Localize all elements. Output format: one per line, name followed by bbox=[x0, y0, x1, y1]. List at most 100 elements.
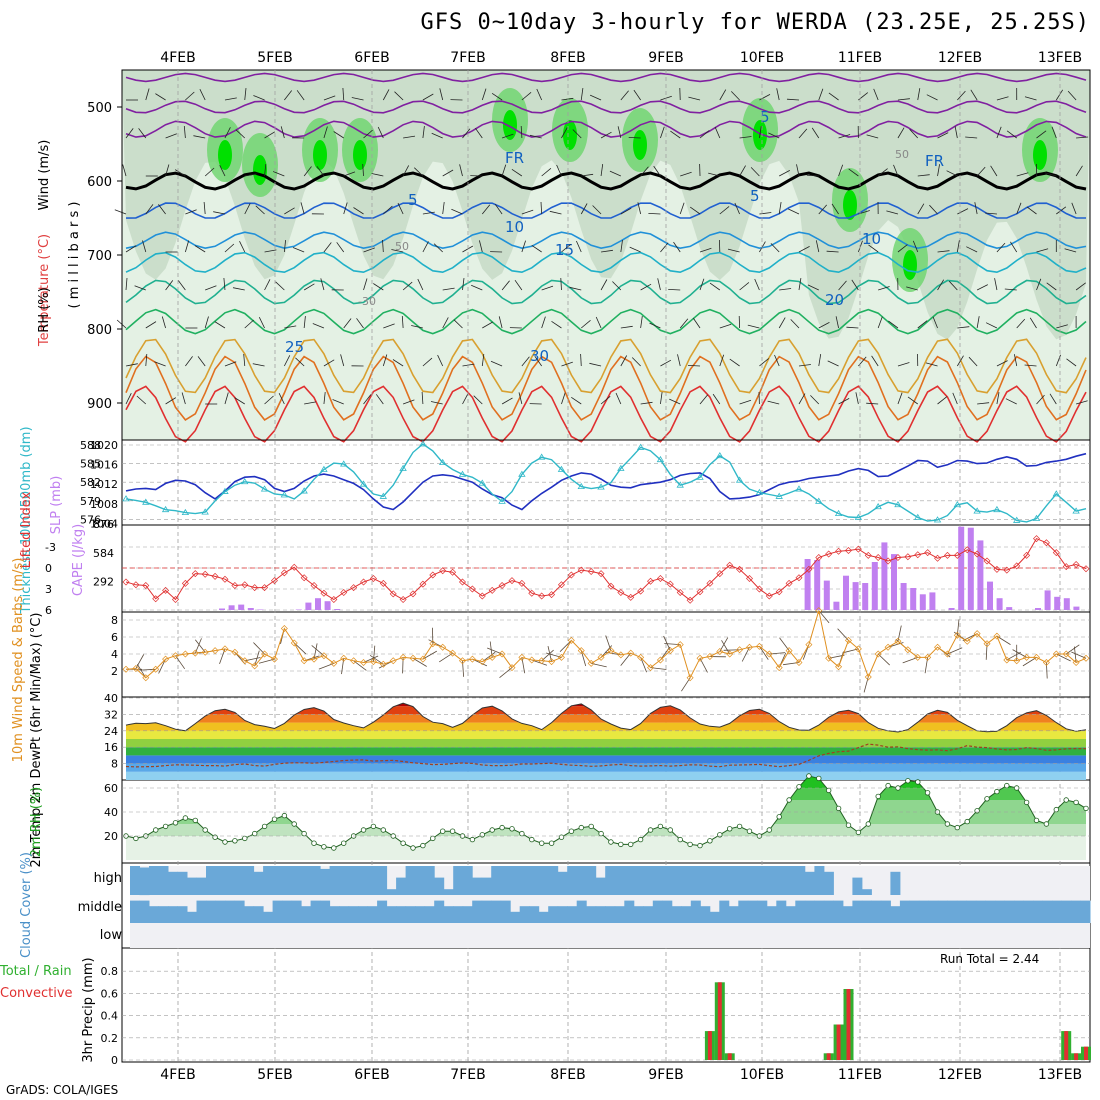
upper-wind-barb bbox=[937, 279, 945, 291]
rh-marker bbox=[786, 797, 792, 803]
upper-wind-barb bbox=[831, 203, 839, 215]
slp-marker bbox=[122, 495, 130, 502]
upper-wind-barb bbox=[136, 395, 147, 405]
cape-bar bbox=[1054, 596, 1061, 610]
temp-tick-32: 32 bbox=[104, 708, 118, 721]
upper-wind-barb bbox=[787, 208, 800, 215]
cloud-cell-middle bbox=[747, 900, 758, 923]
rh-marker bbox=[440, 828, 446, 834]
lifted-index-marker bbox=[637, 587, 645, 595]
lifted-index-marker bbox=[261, 584, 269, 592]
upper-wind-barb bbox=[501, 397, 513, 405]
wind-speed-marker bbox=[221, 645, 229, 653]
upper-wind-barb bbox=[541, 285, 554, 291]
cloud-cell-middle bbox=[519, 906, 530, 923]
rh-peak-0 bbox=[218, 140, 232, 170]
upper-wind-barb bbox=[893, 164, 899, 177]
slp-marker bbox=[775, 492, 783, 499]
cloud-cell-middle bbox=[196, 900, 207, 923]
upper-wind-barb bbox=[855, 392, 859, 405]
cloud-cell-high bbox=[719, 866, 730, 895]
upper-wind-barb bbox=[521, 209, 534, 215]
wind-speed-marker bbox=[983, 640, 991, 648]
upper-wind-barb bbox=[1026, 206, 1037, 215]
upper-wind-barb bbox=[391, 249, 404, 253]
ylabel-millibars-part: ( m i l l i b a r s ) bbox=[67, 202, 82, 309]
upper-wind-barb bbox=[768, 132, 780, 139]
rh-marker bbox=[1033, 817, 1040, 824]
rh-marker bbox=[311, 840, 317, 846]
date-label-top-7: 11FEB bbox=[838, 50, 882, 66]
upper-wind-barb bbox=[838, 280, 847, 291]
rh-marker bbox=[1023, 799, 1030, 806]
upper-wind-barb bbox=[600, 131, 612, 139]
upper-wind-barb bbox=[640, 166, 649, 177]
lifted-index-marker bbox=[884, 557, 892, 565]
lifted-index-marker bbox=[270, 577, 278, 585]
lifted-index-marker bbox=[310, 582, 318, 589]
isotherm-label-8: 25 bbox=[285, 338, 304, 356]
upper-wind-barb bbox=[878, 286, 890, 291]
upper-wind-barb bbox=[1024, 96, 1037, 101]
upper-wind-barb bbox=[956, 355, 964, 367]
slp-marker bbox=[676, 481, 684, 488]
upper-wind-barb bbox=[779, 288, 792, 291]
lifted-index-marker bbox=[350, 584, 358, 592]
upper-wind-barb bbox=[214, 321, 226, 329]
upper-wind-barb bbox=[197, 356, 206, 367]
upper-wind-barb bbox=[340, 354, 345, 367]
cape-bar bbox=[881, 542, 888, 610]
upper-wind-barb bbox=[433, 243, 443, 253]
rh-marker bbox=[845, 822, 852, 828]
lifted-index-marker bbox=[181, 579, 189, 587]
rh-marker bbox=[1053, 806, 1059, 813]
cloud-cell-high bbox=[795, 866, 806, 895]
rh-marker bbox=[261, 823, 268, 830]
wind-speed-marker bbox=[716, 647, 724, 655]
upper-wind-barb bbox=[657, 278, 661, 291]
upper-wind-barb bbox=[600, 249, 613, 253]
cloud-cell-middle bbox=[624, 900, 635, 923]
cloud-cell-high bbox=[529, 866, 540, 895]
upper-wind-barb bbox=[304, 401, 317, 405]
lifted-index-marker bbox=[607, 582, 615, 590]
upper-wind-barb bbox=[323, 95, 336, 101]
wind-speed-marker bbox=[340, 654, 348, 662]
slp-marker bbox=[300, 487, 308, 494]
wind-speed-marker bbox=[1042, 659, 1050, 666]
upper-wind-barb bbox=[253, 95, 265, 101]
temp-tick-40: 40 bbox=[104, 692, 118, 705]
thickness-tick-585: 585 bbox=[80, 458, 101, 471]
wind-speed-marker bbox=[953, 631, 961, 639]
ylabel-millibars: ( m i l l i b a r s ) bbox=[67, 202, 82, 309]
upper-wind-barb bbox=[759, 241, 766, 253]
slp-marker bbox=[280, 491, 289, 498]
rh-marker bbox=[875, 793, 881, 800]
wind-speed-marker bbox=[844, 636, 852, 644]
upper-wind-barb bbox=[264, 131, 276, 139]
isotherm-6 bbox=[125, 251, 1087, 274]
surface-wind-barb bbox=[877, 653, 890, 666]
precip-tick-0.2: 0.2 bbox=[101, 1032, 119, 1045]
upper-wind-barb bbox=[1036, 394, 1045, 405]
rh-marker bbox=[331, 845, 337, 851]
upper-wind-barb bbox=[673, 241, 681, 253]
cloud-cell-high bbox=[738, 866, 749, 895]
upper-wind-barb bbox=[244, 173, 257, 177]
cloud-cell-high bbox=[861, 889, 872, 895]
upper-wind-barb bbox=[712, 393, 721, 405]
cloud-cell-middle bbox=[662, 900, 673, 923]
temp-band-3 bbox=[126, 747, 1086, 756]
upper-wind-barb bbox=[731, 91, 740, 101]
cape-bar bbox=[1044, 590, 1051, 610]
upper-wind-barb bbox=[1064, 248, 1077, 253]
lifted-index-marker bbox=[775, 588, 783, 596]
rh-marker bbox=[192, 817, 198, 824]
cloud-cell-high bbox=[595, 877, 606, 895]
upper-wind-barb bbox=[572, 129, 582, 139]
wind-speed-marker bbox=[152, 665, 160, 673]
lifted-index-marker bbox=[993, 565, 1001, 573]
upper-wind-barb bbox=[1067, 90, 1077, 101]
rh-peak-10 bbox=[1033, 140, 1047, 170]
cloud-cell-middle bbox=[187, 911, 197, 923]
